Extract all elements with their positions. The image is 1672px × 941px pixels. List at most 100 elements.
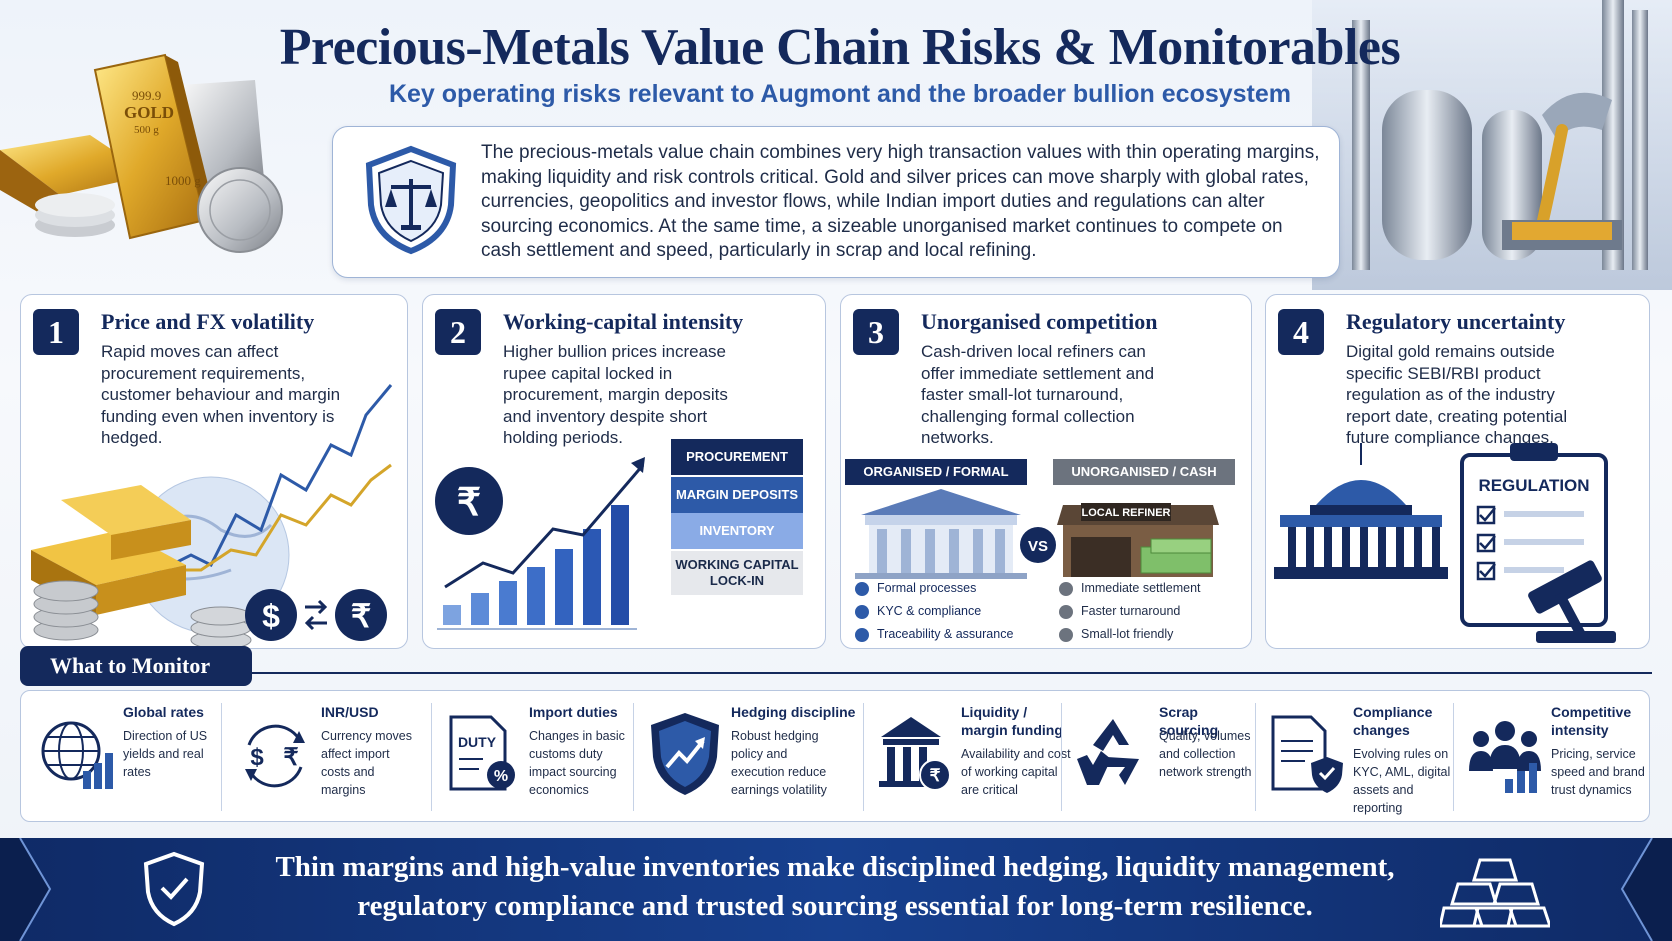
price-fx-illustration: $ ₹ [31, 384, 393, 648]
monitor-desc: Currency moves affect import costs and m… [321, 729, 412, 797]
vs-badge: VS [1028, 538, 1048, 555]
monitor-title: Import duties [529, 704, 618, 720]
clock-icon [1059, 604, 1073, 619]
monitor-title: Compliance changes [1353, 704, 1433, 738]
divider [1255, 703, 1256, 811]
divider [221, 703, 222, 811]
monitor-item-import-duties: DUTY% Import duties Changes in basic cus… [435, 699, 635, 817]
monitor-title: Scrap sourcing [1159, 704, 1219, 738]
banner-text: Thin margins and high-value inventories … [275, 851, 1395, 922]
monitor-desc: Evolving rules on KYC, AML, digital asse… [1353, 747, 1451, 815]
compliance-document-icon [1271, 715, 1343, 793]
monitor-item-global-rates: Global rates Direction of US yields and … [29, 699, 219, 817]
monitor-item-hedging: Hedging discipline Robust hedging policy… [637, 699, 861, 817]
svg-text:DUTY: DUTY [458, 734, 497, 750]
refinery-illustration [1312, 0, 1672, 290]
divider [1453, 703, 1454, 811]
stack-margin-deposits: MARGIN DEPOSITS [671, 477, 803, 513]
rupee-icon: ₹ [457, 482, 481, 524]
card-body: Higher bullion prices increase rupee cap… [503, 342, 728, 447]
svg-text:GOLD: GOLD [124, 103, 174, 122]
person-icon [1059, 627, 1073, 642]
stack-working-capital: WORKING CAPITAL LOCK-IN [671, 551, 803, 595]
monitor-title: Liquidity / margin funding [961, 704, 1063, 738]
monitor-title: Competitive intensity [1551, 704, 1632, 738]
svg-text:%: % [494, 768, 508, 785]
monitor-item-compliance: Compliance changes Evolving rules on KYC… [1259, 699, 1455, 817]
organised-item: Formal processes [855, 577, 1013, 600]
organised-header: ORGANISED / FORMAL [845, 459, 1027, 485]
risk-card-unorganised: 3 Unorganised competition Cash-driven lo… [840, 294, 1252, 649]
page-subtitle: Key operating risks relevant to Augmont … [388, 80, 1292, 108]
stack-procurement: PROCUREMENT [671, 439, 803, 475]
card-number: 4 [1278, 309, 1324, 355]
divider [1061, 703, 1062, 811]
unorganised-header: UNORGANISED / CASH [1053, 459, 1235, 485]
monitor-divider [252, 672, 1652, 674]
organised-vs-unorganised-illustration: VS LOCAL REFINER [855, 489, 1219, 579]
card-title: Unorganised competition [921, 309, 1158, 334]
monitor-item-inr-usd: $ ₹ INR/USD Currency moves affect import … [227, 699, 427, 817]
card-title: Price and FX volatility [101, 309, 315, 334]
shield-trend-icon [651, 713, 719, 795]
card-body: Digital gold remains outside specific SE… [1346, 342, 1568, 447]
banner-left-chevron [0, 838, 52, 941]
card-body: Cash-driven local refiners can offer imm… [921, 342, 1155, 447]
currency-exchange-icon: $ ₹ [245, 724, 305, 788]
organised-item: KYC & compliance [855, 600, 1013, 623]
unorganised-item: Small-lot friendly [1059, 623, 1201, 646]
shield-scales-icon [365, 145, 457, 255]
recycle-icon [1077, 719, 1139, 785]
bank-rupee-icon: ₹ [879, 717, 951, 791]
gold-bars-illustration: 999.9 GOLD 500 g 1000 g [0, 53, 283, 253]
cash-icon [1059, 581, 1073, 596]
risk-card-price-fx: 1 Price and FX volatility Rapid moves ca… [20, 294, 408, 649]
people-chart-icon [1469, 721, 1541, 793]
check-circle-icon [855, 627, 869, 642]
page-title: Precious-Metals Value Chain Risks & Moni… [279, 19, 1401, 76]
divider [431, 703, 432, 811]
svg-text:$: $ [250, 744, 264, 771]
risk-card-regulatory: 4 Regulatory uncertainty Digital gold re… [1265, 294, 1650, 649]
organised-item: Traceability & assurance [855, 623, 1013, 646]
svg-text:999.9: 999.9 [132, 88, 161, 103]
shield-check-icon [855, 604, 869, 619]
card-body: Rapid moves can affect procurement requi… [101, 342, 341, 447]
globe-chart-icon [41, 721, 113, 789]
unorganised-item: Immediate settlement [1059, 577, 1201, 600]
monitor-panel: Global rates Direction of US yields and … [20, 690, 1650, 822]
duty-document-icon: DUTY% [449, 715, 515, 791]
monitor-title: INR/USD [321, 704, 379, 720]
monitor-item-liquidity: ₹ Liquidity / margin funding Availabilit… [867, 699, 1071, 817]
clipboard-label: REGULATION [1478, 476, 1589, 495]
monitor-desc: Availability and cost of working capital… [961, 747, 1071, 797]
capital-growth-chart: ₹ [435, 457, 645, 630]
gear-icon [855, 581, 869, 596]
gold-stack-icon [1440, 858, 1550, 928]
divider [863, 703, 864, 811]
monitor-desc: Direction of US yields and real rates [123, 729, 208, 779]
card-number: 3 [853, 309, 899, 355]
banner-right-chevron [1620, 838, 1672, 941]
monitor-desc: Quality, volumes and collection network … [1159, 729, 1252, 779]
organised-list: Formal processes KYC & compliance Tracea… [855, 577, 1013, 646]
monitor-desc: Robust hedging policy and execution redu… [731, 729, 827, 797]
svg-text:1000 g: 1000 g [165, 173, 201, 188]
card-title: Regulatory uncertainty [1346, 309, 1566, 334]
regulation-illustration: REGULATION [1274, 443, 1616, 643]
bottom-banner: Thin margins and high-value inventories … [0, 838, 1672, 941]
shop-sign: LOCAL REFINER [1081, 507, 1170, 519]
svg-text:₹: ₹ [283, 744, 298, 771]
card-number: 1 [33, 309, 79, 355]
intro-text: The precious-metals value chain combines… [481, 142, 1320, 261]
intro-box: The precious-metals value chain combines… [332, 126, 1340, 278]
monitor-title: Global rates [123, 704, 204, 720]
unorganised-list: Immediate settlement Faster turnaround S… [1059, 577, 1201, 646]
monitor-title: Hedging discipline [731, 704, 856, 720]
divider [633, 703, 634, 811]
risk-card-working-capital: 2 Working-capital intensity Higher bulli… [422, 294, 826, 649]
unorganised-item: Faster turnaround [1059, 600, 1201, 623]
monitor-tab: What to Monitor [20, 646, 252, 686]
monitor-desc: Changes in basic customs duty impact sou… [529, 729, 625, 797]
